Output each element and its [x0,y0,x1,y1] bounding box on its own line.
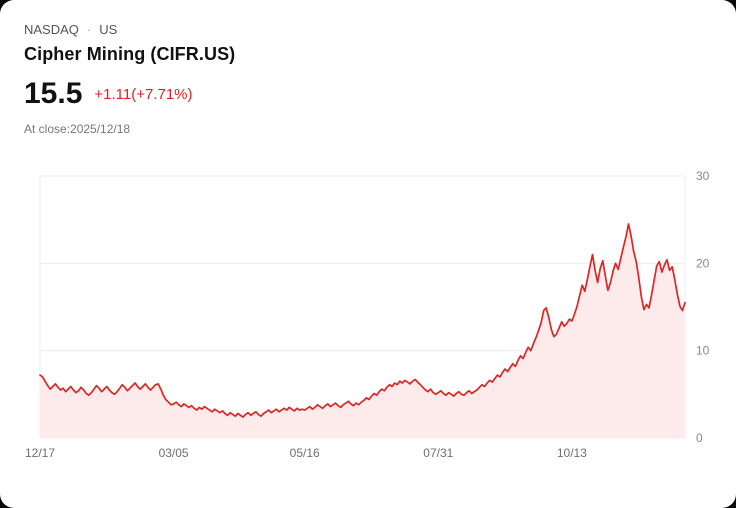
market-label: US [99,22,118,37]
close-timestamp: At close:2025/12/18 [24,122,131,136]
price-row: 15.5 +1.11(+7.71%) [24,79,712,109]
y-axis-label: 10 [696,344,710,358]
x-axis-label: 12/17 [25,446,55,460]
current-price: 15.5 [24,77,83,110]
exchange-row: NASDAQ · US [24,22,712,37]
price-chart[interactable]: 0 10 20 30 12/17 03/05 05/16 07/31 10/13 [0,160,736,508]
stock-title: Cipher Mining (CIFR.US) [24,44,236,64]
exchange-label: NASDAQ [24,22,79,37]
x-axis-label: 05/16 [290,446,320,460]
chart-price-line [39,223,686,418]
y-axis-label: 0 [696,431,703,445]
separator-dot: · [86,22,92,37]
x-axis-label: 07/31 [423,446,453,460]
chart-area-fill [40,224,685,438]
x-axis-label: 10/13 [557,446,587,460]
price-change: +1.11(+7.71%) [94,85,193,103]
x-axis-label: 03/05 [159,446,189,460]
y-axis-label: 20 [696,256,710,270]
y-axis-label: 30 [696,169,710,183]
quote-header: NASDAQ · US Cipher Mining (CIFR.US) 15.5… [0,0,736,136]
